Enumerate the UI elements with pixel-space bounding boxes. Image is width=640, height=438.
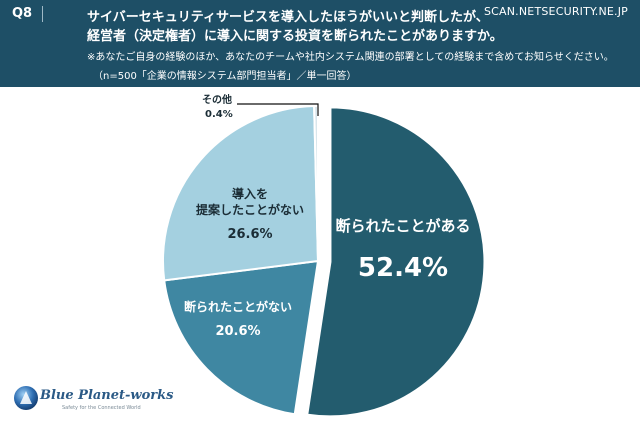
pie-slices <box>162 104 487 419</box>
slice-never-proposed <box>162 105 320 282</box>
slice-label-never-proposed-line1: 導入を <box>231 187 268 201</box>
slice-label-never-proposed-line2: 提案したことがない <box>195 203 304 218</box>
slice-value-refused: 52.4% <box>357 253 449 283</box>
slice-label-not-refused: 断られたことがない <box>183 300 292 314</box>
question-line-1: サイバーセキュリティサービスを導入したほうがいいと判断したが、 <box>87 10 489 25</box>
question-number: Q8 <box>12 6 33 21</box>
logo-tagline: Safety for the Connected World <box>62 405 141 411</box>
slice-label-other: その他 <box>202 95 232 106</box>
other-leader-line <box>237 103 319 116</box>
pie-chart <box>162 103 487 419</box>
slice-not-refused <box>163 259 320 416</box>
company-logo <box>14 386 38 410</box>
slice-value-never-proposed: 26.6% <box>227 227 273 242</box>
question-note-1: ※あなたご自身の経験のほか、あなたのチームや社内システム関連の部署としての経験ま… <box>87 52 614 63</box>
slice-refused <box>304 105 487 419</box>
header-band: Q8 SCAN.NETSECURITY.NE.JP サイバーセキュリティサービス… <box>0 0 640 87</box>
slice-value-other: 0.4% <box>205 109 233 120</box>
site-label: SCAN.NETSECURITY.NE.JP <box>483 5 628 18</box>
question-divider <box>42 6 43 22</box>
slice-label-never-proposed: 導入を 提案したことがない <box>180 186 320 218</box>
triangle-icon <box>20 391 32 404</box>
slice-label-refused: 断られたことがある <box>335 217 471 235</box>
question-line-2: 経営者（決定権者）に導入に関する投資を断られたことがありますか。 <box>87 29 503 44</box>
question-note-2: （n=500「企業の情報システム部門担当者」／単一回答） <box>93 71 357 82</box>
logo-name: Blue Planet-works <box>40 388 174 403</box>
slice-value-not-refused: 20.6% <box>215 324 261 339</box>
